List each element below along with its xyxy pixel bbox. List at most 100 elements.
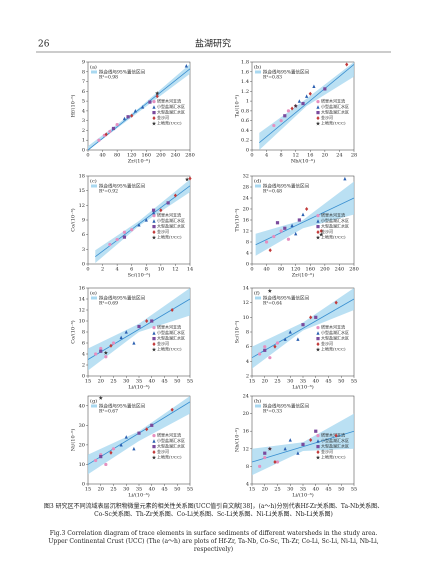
y-tick-label: 16 — [243, 218, 249, 224]
x-tick-label: 45 — [161, 487, 167, 493]
x-tick-label: 40 — [313, 487, 319, 493]
y-tick-label: 20 — [243, 207, 249, 213]
x-tick-label: 45 — [161, 379, 167, 385]
point — [97, 138, 101, 142]
legend-marker — [316, 100, 320, 104]
x-tick-label: 20 — [322, 153, 328, 159]
legend-marker — [151, 121, 157, 126]
point — [124, 330, 128, 334]
x-axis-title: Li/(10⁻⁶) — [292, 492, 314, 499]
point — [115, 237, 119, 242]
point — [334, 433, 338, 438]
x-axis-title: Zr/(10⁻⁶) — [292, 272, 315, 279]
point — [305, 94, 309, 98]
point — [345, 62, 349, 67]
y-tick-label: 7 — [82, 79, 85, 85]
x-tick-label: 40 — [99, 153, 105, 159]
point — [264, 240, 269, 244]
x-tick-label: 0 — [86, 153, 89, 159]
point — [263, 348, 267, 352]
journal-title: 盐湖研究 — [195, 38, 231, 50]
y-tick-label: 32 — [243, 174, 249, 180]
x-tick-label: 0 — [250, 153, 253, 159]
fit-legend-swatch — [91, 184, 97, 188]
x-tick-label: 15 — [85, 379, 91, 385]
y-tick-label: 16 — [243, 429, 249, 435]
x-tick-label: 25 — [110, 487, 116, 493]
legend-label: 小型盐湖汇水区 — [157, 329, 185, 335]
legend-marker — [152, 116, 156, 121]
point — [268, 248, 272, 253]
fit-legend-swatch — [255, 404, 261, 408]
legend-marker — [315, 235, 321, 240]
legend-marker — [151, 347, 157, 352]
point — [104, 355, 108, 359]
y-tick-label: 0 — [246, 148, 249, 154]
legend-marker — [316, 111, 320, 115]
point — [111, 447, 116, 451]
legend-label: 塔里木河支流 — [157, 212, 181, 218]
legend-label: 大型盐湖汇水区 — [157, 223, 185, 229]
point — [288, 438, 292, 442]
legend-label: 大型盐湖汇水区 — [321, 109, 349, 115]
legend-label: 金沙河 — [157, 114, 169, 120]
legend-marker — [152, 214, 156, 218]
y-axis-title: Ni/(10⁻⁶) — [70, 429, 77, 452]
point — [290, 106, 294, 111]
x-tick-label: 120 — [291, 267, 301, 273]
x-tick-label: 15 — [249, 487, 255, 493]
legend-marker — [316, 225, 320, 229]
legend-marker — [152, 331, 156, 335]
fit-legend-label: 拟合线与95%置信区间 — [263, 295, 310, 302]
y-tick-label: 0.2 — [241, 138, 249, 144]
x-tick-label: 35 — [300, 379, 306, 385]
x-tick-label: 15 — [249, 379, 255, 385]
legend-marker — [316, 434, 320, 438]
point — [99, 455, 103, 459]
legend-marker — [316, 116, 320, 121]
y-tick-label: 2 — [246, 374, 249, 380]
point — [148, 100, 152, 104]
legend-label: 小型盐湖汇水区 — [157, 437, 185, 443]
point — [132, 341, 136, 345]
legend-marker — [152, 230, 156, 235]
x-tick-label: 20 — [262, 379, 268, 385]
legend-marker — [152, 105, 156, 109]
legend-label: 上地壳(UCC) — [157, 454, 182, 460]
x-axis-title: Zr/(10⁻⁶) — [128, 158, 151, 165]
point — [273, 344, 277, 349]
point — [94, 352, 98, 356]
point — [283, 114, 287, 118]
point — [111, 341, 116, 345]
legend-marker — [316, 326, 320, 330]
x-axis-title: Sc/(10⁻⁶) — [128, 272, 151, 279]
legend-marker — [151, 235, 157, 240]
y-tick-label: 6 — [82, 232, 85, 238]
legend-label: 塔里木河支流 — [321, 432, 345, 438]
x-tick-label: 15 — [85, 487, 91, 493]
y-tick-label: 0 — [82, 374, 85, 380]
point — [334, 300, 338, 305]
point — [109, 343, 113, 348]
fit-line — [259, 64, 355, 143]
y-tick-label: 20 — [79, 442, 85, 448]
point — [124, 435, 128, 439]
fit-legend-swatch — [255, 70, 261, 74]
y-tick-label: 4 — [246, 251, 249, 257]
point — [98, 395, 103, 400]
point — [272, 234, 276, 239]
legend-label: 大型盐湖汇水区 — [321, 443, 349, 449]
legend-label: 小型盐湖汇水区 — [157, 217, 185, 223]
r2-label: R²=0.69 — [99, 301, 118, 307]
point — [297, 218, 301, 222]
point — [173, 193, 178, 198]
fit-legend-label: 拟合线与95%置信区间 — [263, 69, 310, 76]
y-tick-label: 10 — [243, 315, 249, 321]
point — [141, 105, 145, 109]
point — [133, 108, 137, 113]
legend-label: 上地壳(UCC) — [321, 454, 346, 460]
y-tick-label: 28 — [243, 185, 249, 191]
y-axis-title: Nb/(10⁻⁶) — [234, 428, 241, 452]
x-tick-label: 50 — [174, 379, 180, 385]
y-tick-label: 2 — [82, 128, 85, 134]
